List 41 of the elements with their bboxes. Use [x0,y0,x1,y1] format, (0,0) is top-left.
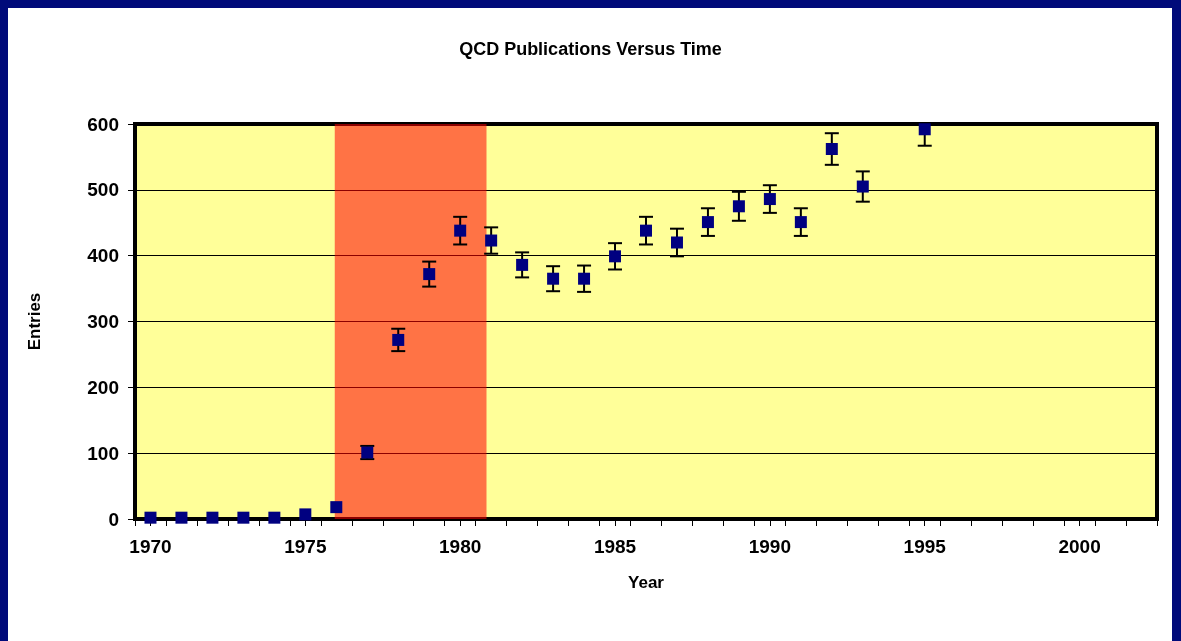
point [144,511,157,524]
point [330,501,343,514]
x-tick-label: 1990 [748,536,792,557]
y-tick-label: 400 [87,245,119,267]
point [732,200,745,213]
y-tick-label: 0 [108,508,119,530]
point [609,250,622,263]
point [856,180,869,193]
point [640,224,652,237]
point [701,216,714,229]
point [485,234,498,247]
point [547,272,560,285]
point [794,216,807,229]
x-tick-label: 1975 [284,536,327,557]
x-tick-label: 1985 [593,536,637,557]
y-tick-label: 300 [87,311,119,332]
x-tick-label: 1995 [903,536,947,557]
point [454,224,467,237]
x-tick-label: 2000 [1058,536,1101,557]
x-axis-title: Year [628,573,665,592]
point [175,511,188,524]
y-tick-label: 100 [87,442,119,464]
point [392,333,405,346]
y-axis-title: Entries [25,292,44,351]
point [237,511,250,524]
point [423,268,436,281]
y-tick-label: 500 [87,179,119,201]
x-tick-label: 1970 [129,536,172,557]
y-tick-label: 600 [87,113,119,135]
point [825,143,838,156]
x-tick-label: 1980 [439,536,482,557]
point [578,272,591,285]
y-tick-label: 200 [87,376,119,398]
point [206,511,219,524]
point [670,236,683,249]
point [299,508,312,521]
chart-title: QCD Publications Versus Time [459,39,722,59]
point [763,193,776,206]
point [268,511,281,524]
point [918,123,931,136]
point [516,258,529,271]
